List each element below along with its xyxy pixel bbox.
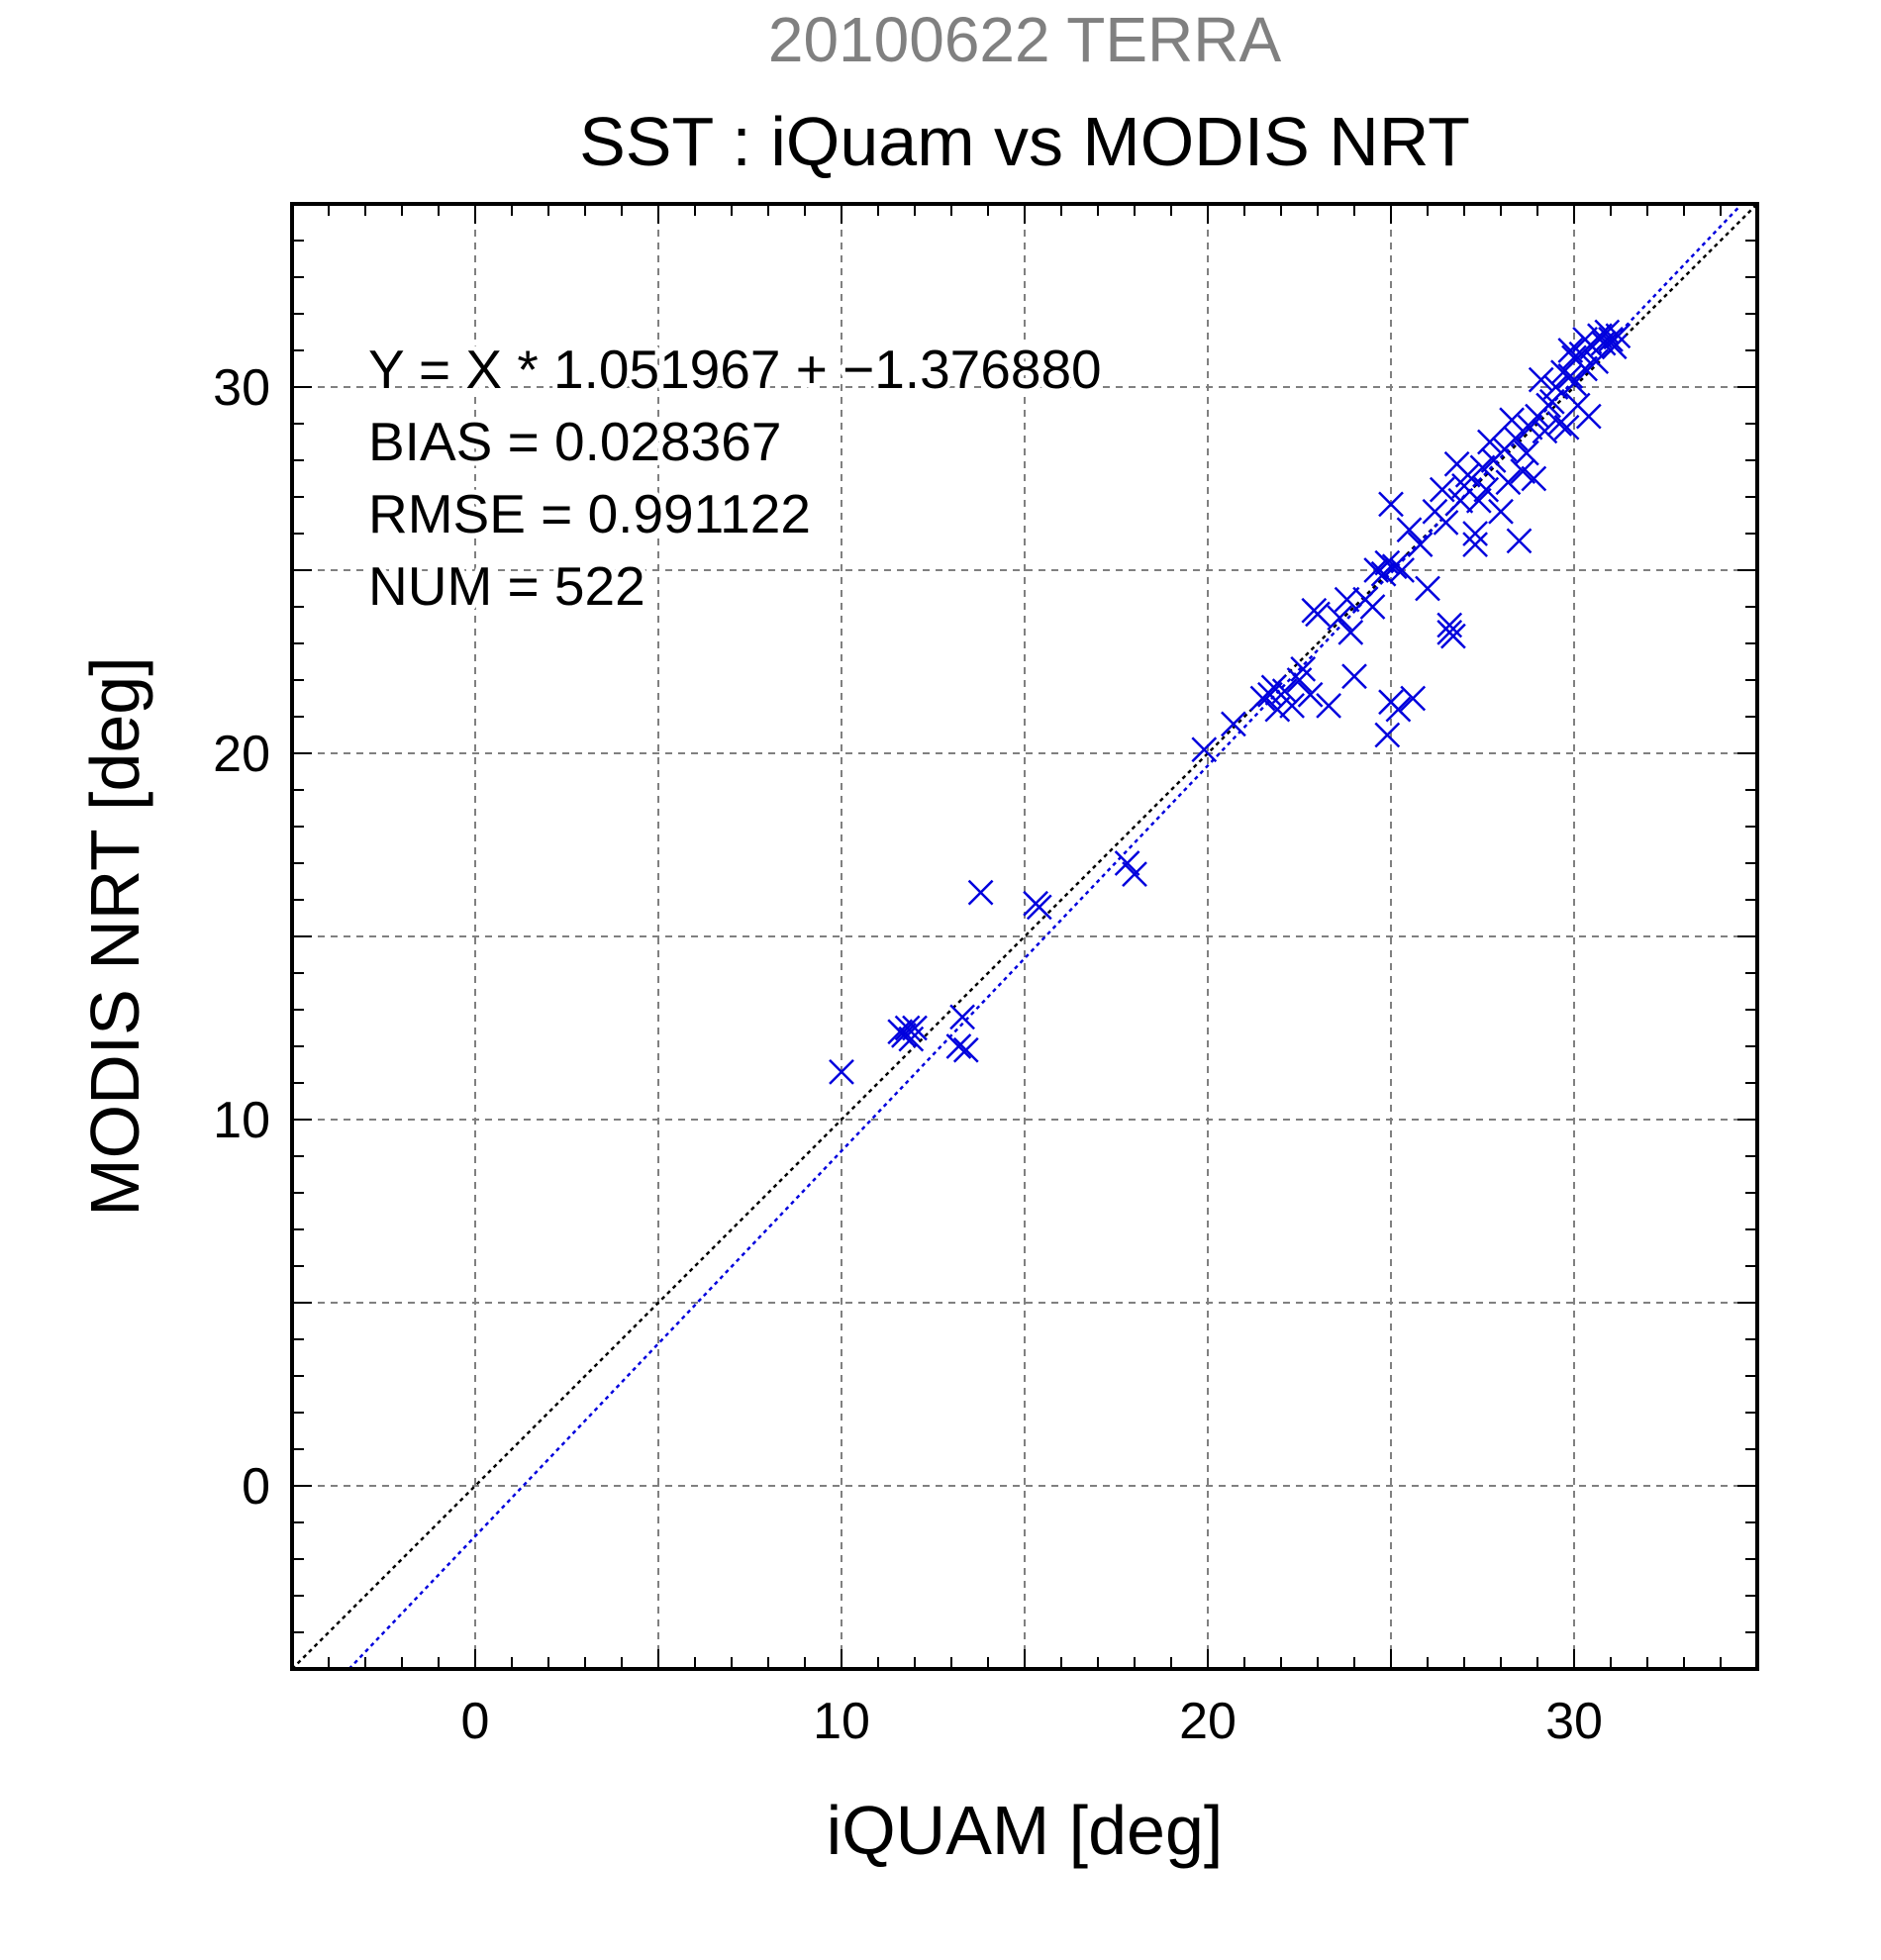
scatter-point <box>1359 594 1386 620</box>
scatter-point <box>1415 575 1440 602</box>
stats-annotation-line: BIAS = 0.028367 <box>368 411 781 472</box>
scatter-point <box>1550 359 1576 386</box>
stats-annotation-line: RMSE = 0.991122 <box>368 483 811 544</box>
scatter-point <box>1122 861 1147 887</box>
scatter-point <box>1553 414 1580 441</box>
scatter-point <box>1374 549 1401 576</box>
scatter-point <box>1443 450 1470 477</box>
y-tick-label: 0 <box>242 1458 270 1516</box>
stats-annotations: Y = X * 1.051967 + −1.376880 BIAS = 0.028… <box>363 334 1107 622</box>
scatter-point <box>1557 338 1584 363</box>
scatter-point <box>829 1059 854 1085</box>
scatter-point <box>1385 696 1412 723</box>
scatter-point <box>1491 437 1518 462</box>
scatter-point <box>1605 323 1632 349</box>
scatter-point <box>1528 366 1554 393</box>
scatter-point <box>1477 429 1503 455</box>
scatter-point <box>1257 681 1283 708</box>
scatter-point <box>949 1004 975 1030</box>
scatter-point <box>1517 414 1543 441</box>
x-axis-label: iQUAM [deg] <box>827 1792 1224 1869</box>
scatter-point <box>1598 327 1624 352</box>
scatter-point <box>1436 620 1463 645</box>
chart-title: SST : iQuam vs MODIS NRT <box>579 103 1470 180</box>
x-tick-label: 0 <box>461 1693 490 1750</box>
scatter-point <box>1341 663 1367 690</box>
scatter-point <box>1363 557 1390 583</box>
scatter-point <box>1447 487 1474 514</box>
scatter-point <box>1575 403 1602 430</box>
scatter-point <box>1264 696 1291 723</box>
scatter-point <box>1297 681 1324 708</box>
scatter-point <box>1400 685 1427 712</box>
scatter-point <box>1429 476 1455 503</box>
scatter-point <box>1305 601 1331 628</box>
scatter-point <box>1316 693 1341 719</box>
scatter-point <box>1521 465 1547 492</box>
scatter-point <box>1327 605 1353 631</box>
scatter-point <box>1538 388 1565 415</box>
scatter-point <box>952 1036 979 1063</box>
scatter-point <box>1499 407 1525 434</box>
scatter-point <box>1334 586 1360 613</box>
scatter-point <box>891 1023 917 1048</box>
identity-line <box>291 203 1758 1670</box>
scatter-point <box>1279 693 1305 719</box>
scatter-point <box>1514 440 1539 466</box>
scatter-point <box>1389 557 1415 583</box>
scatter-point <box>1583 348 1610 374</box>
scatter-point <box>1191 736 1218 763</box>
scatter-point <box>1532 418 1558 444</box>
scatter-point <box>1495 469 1522 496</box>
scatter-point <box>1271 678 1298 704</box>
scatter-point <box>1396 517 1423 543</box>
scatter-point <box>1026 894 1052 921</box>
scatter-point <box>1433 510 1459 536</box>
plot-area-frame <box>290 202 1759 1671</box>
x-tick-label: 30 <box>1545 1693 1603 1750</box>
scatter-points <box>829 319 1632 1085</box>
y-axis-label: MODIS NRT [deg] <box>76 656 153 1216</box>
scatter-point <box>1462 521 1488 546</box>
scatter-point <box>1290 656 1317 682</box>
stats-annotation-line: Y = X * 1.051967 + −1.376880 <box>368 339 1102 400</box>
scatter-point <box>1337 620 1364 645</box>
scatter-point <box>1473 476 1500 503</box>
scatter-point <box>1462 532 1488 557</box>
y-tick-label: 30 <box>213 359 270 417</box>
scatter-point <box>1465 487 1492 514</box>
tick-labels: 0 10 20 30 0 10 20 30 <box>213 359 1603 1750</box>
scatter-point <box>898 1026 925 1052</box>
scatter-point <box>1378 491 1404 518</box>
scatter-point <box>967 879 994 906</box>
scatter-point <box>1506 528 1533 554</box>
scatter-point <box>1374 722 1401 748</box>
chart-suptitle: 20100622 TERRA <box>768 4 1282 75</box>
scatter-point <box>1221 711 1246 737</box>
y-tick-label: 20 <box>213 726 270 783</box>
x-tick-label: 10 <box>813 1693 870 1750</box>
reference-lines <box>291 203 1758 1670</box>
scatter-point <box>1572 355 1598 382</box>
scatter-point <box>1114 850 1140 876</box>
x-tick-label: 20 <box>1179 1693 1237 1750</box>
stats-annotation-line: NUM = 522 <box>368 555 645 617</box>
scatter-point <box>1407 532 1434 557</box>
y-tick-label: 10 <box>213 1092 270 1149</box>
scatter-point <box>1488 498 1514 525</box>
scatter-point <box>945 1033 972 1059</box>
